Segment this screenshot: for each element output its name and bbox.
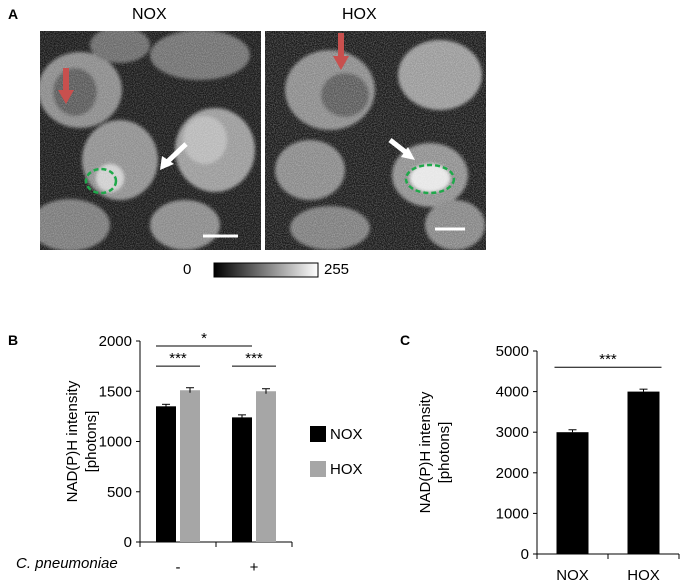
panel-b-letter: B <box>8 332 19 348</box>
intensity-colorbar <box>213 262 319 278</box>
panel-c-y-tick-label: 2000 <box>496 465 529 482</box>
panel-c-chart: NAD(P)H intensity [photons] 0 1000 2000 300… <box>417 343 680 582</box>
panel-b-xlabel: C. pneumoniae <box>16 555 118 572</box>
panel-b-y-tick-label: 0 <box>124 534 132 551</box>
legend-label-hox: HOX <box>330 461 363 478</box>
hox-micrograph <box>265 31 486 250</box>
panel-c-ylabel-line2: [photons] <box>436 422 453 484</box>
panel-b-ylabel-line1: NAD(P)H intensity <box>64 380 81 502</box>
bar-hox <box>627 391 660 554</box>
panel-b-y-tick-label: 1000 <box>99 434 132 451</box>
panel-b-y-tick-label: 2000 <box>99 333 132 350</box>
panel-b-y-tick-label: 500 <box>107 484 132 501</box>
significance-marker: *** <box>169 350 187 367</box>
panel-c-y-tick-label: 5000 <box>496 343 529 360</box>
panel-c-y-tick-label: 0 <box>521 546 529 563</box>
panel-c-x-tick-label: NOX <box>556 567 589 582</box>
significance-marker: *** <box>599 351 617 368</box>
colorbar-max-label: 255 <box>324 261 350 278</box>
panel-c-y-tick-label: 4000 <box>496 384 529 401</box>
panel-b-y-tick-label: 1500 <box>99 383 132 400</box>
significance-marker: *** <box>245 350 263 367</box>
bar-nox-minus <box>156 406 176 542</box>
bar-nox <box>556 432 589 554</box>
panel-b-x-tick-label: + <box>250 559 259 576</box>
hox-image-title: HOX <box>342 6 377 23</box>
bar-nox-plus <box>232 417 252 542</box>
bar-hox-minus <box>180 390 200 542</box>
panel-c-x-tick-label: HOX <box>627 567 660 582</box>
panel-c-y-tick-label: 1000 <box>496 505 529 522</box>
nox-micrograph <box>40 31 261 250</box>
significance-marker: * <box>201 330 207 347</box>
panel-c-letter: C <box>400 332 411 348</box>
panel-a-letter: A <box>8 6 19 22</box>
panel-b-ylabel-line2: [photons] <box>83 411 100 473</box>
legend-label-nox: NOX <box>330 426 363 443</box>
panel-b-chart: NAD(P)H intensity [photons] 0 500 1000 1500… <box>16 330 363 576</box>
legend-swatch-hox <box>310 461 326 477</box>
panel-c-y-tick-label: 3000 <box>496 424 529 441</box>
bar-hox-plus <box>256 391 276 542</box>
nox-image-title: NOX <box>132 6 167 23</box>
panel-a-figure <box>40 31 486 278</box>
panel-c-ylabel-line1: NAD(P)H intensity <box>417 391 434 513</box>
panel-b-x-tick-label: - <box>176 559 181 576</box>
colorbar-min-label: 0 <box>183 261 192 278</box>
legend-swatch-nox <box>310 426 326 442</box>
